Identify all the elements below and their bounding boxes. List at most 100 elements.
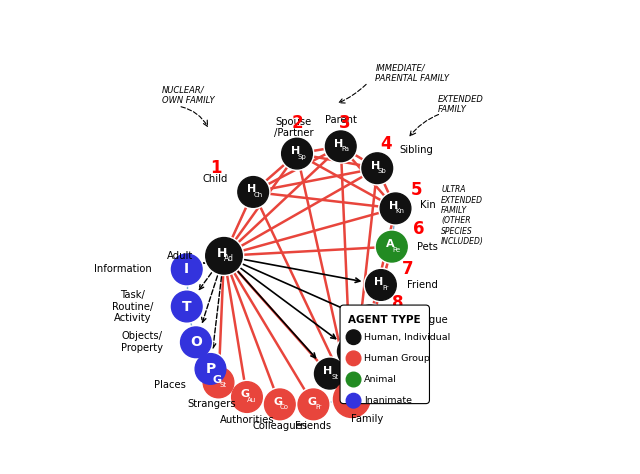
Circle shape xyxy=(230,380,264,414)
Text: H: H xyxy=(247,184,256,194)
Text: Sp: Sp xyxy=(298,154,306,160)
Circle shape xyxy=(205,237,242,274)
Text: G: G xyxy=(345,390,355,403)
Circle shape xyxy=(346,351,361,365)
Text: Task/
Routine/
Activity: Task/ Routine/ Activity xyxy=(112,290,153,323)
Circle shape xyxy=(195,354,226,384)
Text: H: H xyxy=(323,366,333,376)
Text: Places: Places xyxy=(154,380,186,391)
Text: A: A xyxy=(386,239,394,249)
Text: ULTRA
EXTENDED
FAMILY
(OTHER
SPECIES
INCLUDED): ULTRA EXTENDED FAMILY (OTHER SPECIES INC… xyxy=(441,185,484,246)
Text: Sb: Sb xyxy=(378,168,387,174)
Circle shape xyxy=(172,254,202,284)
Circle shape xyxy=(170,290,204,323)
FancyBboxPatch shape xyxy=(340,305,429,404)
Text: 3: 3 xyxy=(339,114,350,132)
Circle shape xyxy=(365,270,396,301)
Circle shape xyxy=(379,191,412,225)
Text: Au: Au xyxy=(353,351,362,357)
Text: Colleague: Colleague xyxy=(399,315,448,325)
Text: Strangers: Strangers xyxy=(187,399,236,410)
Circle shape xyxy=(232,382,262,412)
Text: H: H xyxy=(374,277,384,287)
Circle shape xyxy=(314,358,345,389)
Circle shape xyxy=(264,389,295,419)
Text: Spouse
/Partner: Spouse /Partner xyxy=(273,117,313,138)
Text: Co: Co xyxy=(370,320,380,326)
Text: Child: Child xyxy=(203,174,228,184)
Text: Kn: Kn xyxy=(396,208,404,214)
Circle shape xyxy=(346,372,361,387)
Circle shape xyxy=(333,381,370,418)
Circle shape xyxy=(170,253,204,286)
Circle shape xyxy=(364,268,397,302)
Circle shape xyxy=(336,335,370,368)
Text: Fr: Fr xyxy=(315,404,321,410)
Text: H: H xyxy=(371,161,380,171)
Circle shape xyxy=(238,177,269,207)
Text: Kin: Kin xyxy=(420,200,436,210)
Text: O: O xyxy=(190,335,202,349)
Text: NUCLEAR/
OWN FAMILY: NUCLEAR/ OWN FAMILY xyxy=(162,85,214,105)
Circle shape xyxy=(326,131,356,162)
Circle shape xyxy=(355,305,385,336)
Text: H: H xyxy=(364,313,372,323)
Text: G: G xyxy=(307,397,316,407)
Text: P: P xyxy=(205,362,216,376)
Circle shape xyxy=(324,129,358,163)
Text: H: H xyxy=(334,139,344,149)
Circle shape xyxy=(337,336,368,367)
Circle shape xyxy=(204,236,244,275)
Circle shape xyxy=(179,326,212,359)
Text: St: St xyxy=(331,374,338,380)
Text: Au: Au xyxy=(247,397,257,403)
Circle shape xyxy=(282,138,312,169)
Text: IMMEDIATE/
PARENTAL FAMILY: IMMEDIATE/ PARENTAL FAMILY xyxy=(376,64,449,83)
Text: 8: 8 xyxy=(392,294,403,312)
Circle shape xyxy=(332,380,371,419)
Text: Objects/
Property: Objects/ Property xyxy=(121,331,163,353)
Text: Stranger: Stranger xyxy=(355,383,399,392)
Circle shape xyxy=(202,365,236,399)
Text: Information: Information xyxy=(94,264,152,274)
Text: G: G xyxy=(212,375,221,385)
Circle shape xyxy=(375,230,409,264)
Text: Sibling: Sibling xyxy=(399,145,433,155)
Circle shape xyxy=(296,388,330,421)
Text: 7: 7 xyxy=(402,260,413,278)
Text: Authority: Authority xyxy=(381,346,428,356)
Text: Human, Individual: Human, Individual xyxy=(364,333,450,342)
Text: Fa: Fa xyxy=(352,398,361,407)
Text: H: H xyxy=(291,146,300,156)
Circle shape xyxy=(380,193,411,224)
Circle shape xyxy=(280,137,314,170)
Text: Pe: Pe xyxy=(392,246,401,253)
Text: Adult: Adult xyxy=(166,251,193,261)
Text: 4: 4 xyxy=(381,136,392,154)
Text: Ad: Ad xyxy=(224,254,234,263)
Circle shape xyxy=(203,367,234,398)
Circle shape xyxy=(236,175,270,209)
Text: Pa: Pa xyxy=(342,146,349,152)
Text: H: H xyxy=(217,247,227,260)
Circle shape xyxy=(298,389,329,419)
Text: Inanimate: Inanimate xyxy=(364,396,412,405)
Text: Co: Co xyxy=(280,404,289,410)
Text: 2: 2 xyxy=(291,114,303,132)
Text: 9: 9 xyxy=(381,327,392,345)
Text: T: T xyxy=(182,300,191,313)
Circle shape xyxy=(263,388,296,421)
Text: Fr: Fr xyxy=(383,285,389,291)
Circle shape xyxy=(362,153,392,183)
Text: Animal: Animal xyxy=(364,375,397,384)
Text: Ch: Ch xyxy=(253,192,262,198)
Text: Family: Family xyxy=(351,414,383,424)
Text: 5: 5 xyxy=(411,181,422,199)
Circle shape xyxy=(313,357,347,391)
Text: G: G xyxy=(241,390,250,400)
Circle shape xyxy=(353,304,387,337)
Text: H: H xyxy=(346,344,356,354)
Circle shape xyxy=(194,352,227,386)
Text: I: I xyxy=(184,262,189,276)
Text: Colleagues: Colleagues xyxy=(252,421,307,431)
